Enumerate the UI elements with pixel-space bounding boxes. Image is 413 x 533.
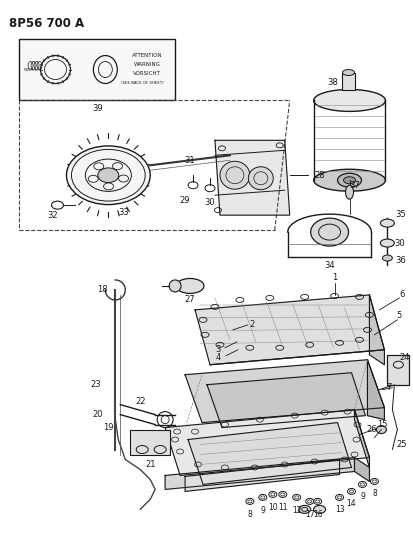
Ellipse shape bbox=[220, 161, 250, 189]
Text: 1: 1 bbox=[332, 273, 337, 282]
Text: 37: 37 bbox=[349, 181, 360, 190]
Text: 15: 15 bbox=[377, 420, 388, 429]
Text: 14: 14 bbox=[347, 499, 356, 508]
Text: 27: 27 bbox=[185, 295, 195, 304]
Polygon shape bbox=[354, 457, 370, 481]
Text: 34: 34 bbox=[324, 261, 335, 270]
Text: 22: 22 bbox=[135, 397, 145, 406]
Text: 25: 25 bbox=[396, 440, 406, 449]
Text: 3: 3 bbox=[215, 345, 221, 354]
Text: 8: 8 bbox=[247, 510, 252, 519]
Ellipse shape bbox=[380, 219, 394, 227]
Polygon shape bbox=[165, 457, 354, 489]
Ellipse shape bbox=[98, 168, 119, 183]
Text: 4: 4 bbox=[215, 353, 221, 362]
Polygon shape bbox=[185, 360, 385, 423]
Bar bbox=[342, 72, 356, 91]
Text: 32: 32 bbox=[47, 211, 58, 220]
Text: ATTENTION: ATTENTION bbox=[132, 53, 162, 58]
Bar bbox=[19, 38, 175, 100]
Text: 7: 7 bbox=[387, 383, 392, 392]
Polygon shape bbox=[188, 423, 351, 484]
Text: 16: 16 bbox=[313, 510, 323, 519]
Bar bbox=[387, 355, 409, 385]
Text: 13: 13 bbox=[335, 505, 344, 514]
Text: 35: 35 bbox=[395, 209, 406, 219]
Text: 28: 28 bbox=[315, 171, 325, 180]
Polygon shape bbox=[368, 360, 385, 419]
Text: 23: 23 bbox=[90, 380, 101, 389]
Text: 8: 8 bbox=[372, 489, 377, 498]
Text: (SEE BACK OF SHEET): (SEE BACK OF SHEET) bbox=[121, 82, 164, 85]
Ellipse shape bbox=[342, 69, 354, 76]
Ellipse shape bbox=[176, 278, 204, 294]
Ellipse shape bbox=[382, 255, 392, 261]
Text: 21: 21 bbox=[145, 460, 155, 469]
Text: 33: 33 bbox=[118, 208, 129, 216]
Text: 11: 11 bbox=[278, 503, 287, 512]
Text: 19: 19 bbox=[103, 423, 114, 432]
Text: 18: 18 bbox=[97, 286, 108, 294]
Polygon shape bbox=[195, 295, 385, 365]
Ellipse shape bbox=[344, 177, 356, 184]
Text: 9: 9 bbox=[260, 506, 265, 515]
Ellipse shape bbox=[248, 167, 273, 190]
Ellipse shape bbox=[169, 280, 181, 292]
Ellipse shape bbox=[313, 90, 385, 111]
Bar bbox=[130, 430, 170, 455]
Text: 29: 29 bbox=[180, 196, 190, 205]
Text: 20: 20 bbox=[92, 410, 102, 419]
Polygon shape bbox=[185, 459, 339, 491]
Ellipse shape bbox=[346, 185, 354, 199]
Text: M20x1,5: M20x1,5 bbox=[24, 68, 41, 71]
Polygon shape bbox=[165, 410, 370, 475]
Text: 6: 6 bbox=[400, 290, 405, 300]
Text: 2: 2 bbox=[250, 320, 255, 329]
Ellipse shape bbox=[313, 169, 385, 191]
Polygon shape bbox=[354, 410, 370, 467]
Text: 39: 39 bbox=[92, 104, 103, 113]
Ellipse shape bbox=[376, 425, 387, 433]
Text: 26: 26 bbox=[366, 425, 377, 434]
Ellipse shape bbox=[337, 173, 361, 187]
Text: 5: 5 bbox=[397, 311, 402, 320]
Ellipse shape bbox=[313, 505, 325, 513]
Ellipse shape bbox=[66, 146, 150, 205]
Text: 8P56 700 A: 8P56 700 A bbox=[9, 17, 84, 30]
Text: 36: 36 bbox=[395, 255, 406, 264]
Text: 9: 9 bbox=[360, 492, 365, 501]
Text: 24: 24 bbox=[399, 353, 410, 362]
Ellipse shape bbox=[299, 505, 311, 513]
Text: 10: 10 bbox=[268, 503, 278, 512]
Text: WARNING: WARNING bbox=[134, 62, 161, 67]
Text: 31: 31 bbox=[185, 156, 195, 165]
Text: 38: 38 bbox=[327, 78, 338, 87]
Polygon shape bbox=[370, 295, 385, 365]
Text: VORSICHT: VORSICHT bbox=[133, 71, 161, 76]
Text: 17: 17 bbox=[305, 510, 314, 519]
Text: 30: 30 bbox=[205, 198, 215, 207]
Text: 30: 30 bbox=[394, 239, 405, 247]
Ellipse shape bbox=[311, 218, 349, 246]
Polygon shape bbox=[207, 373, 366, 427]
Ellipse shape bbox=[380, 239, 394, 247]
Polygon shape bbox=[215, 140, 290, 215]
Text: 12: 12 bbox=[292, 506, 301, 515]
